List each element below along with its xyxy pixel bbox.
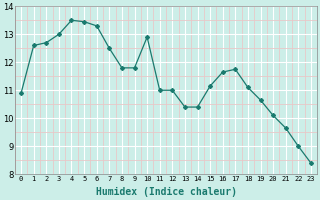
X-axis label: Humidex (Indice chaleur): Humidex (Indice chaleur)	[95, 187, 236, 197]
